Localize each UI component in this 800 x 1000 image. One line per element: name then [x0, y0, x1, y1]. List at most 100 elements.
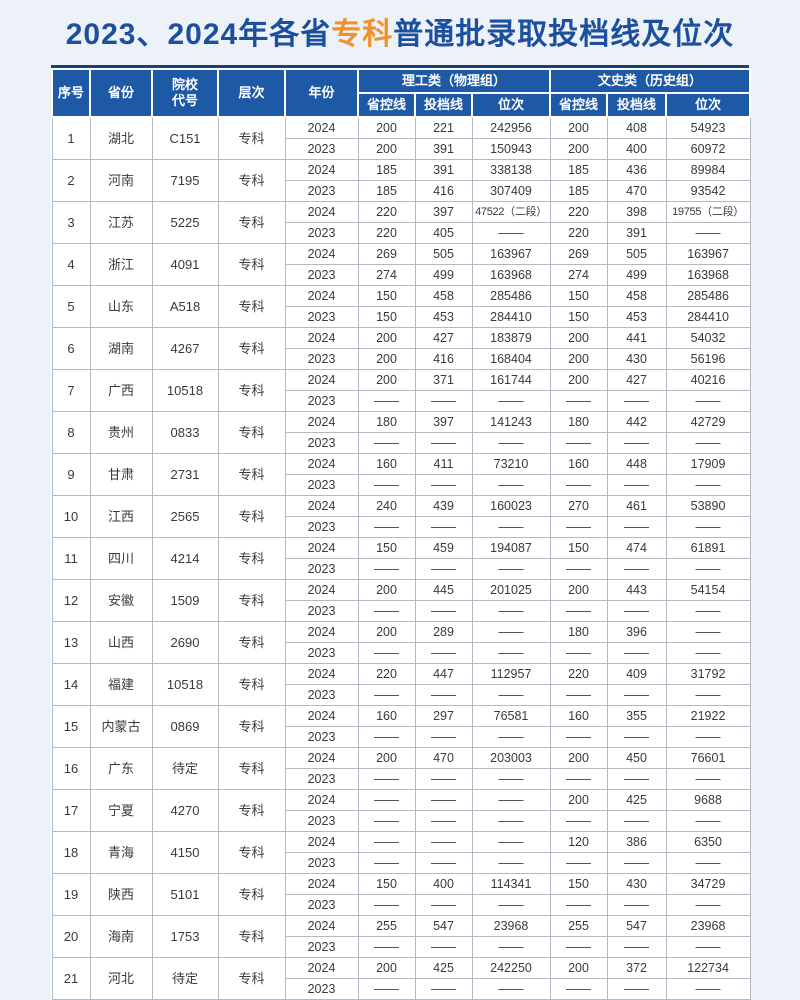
value-cell: —— — [665, 810, 751, 832]
header-sub-1-0: 省控线 — [549, 92, 609, 118]
seq-cell: 7 — [51, 369, 91, 412]
value-cell: 150 — [549, 285, 608, 307]
value-cell: 54923 — [665, 116, 751, 139]
value-cell: 163967 — [471, 243, 551, 265]
value-cell: 42729 — [665, 411, 751, 433]
value-cell: 200 — [357, 138, 416, 160]
value-cell: 285486 — [471, 285, 551, 307]
value-cell: 499 — [414, 264, 473, 286]
year-cell: 2023 — [284, 264, 359, 286]
header-code: 院校 代号 — [151, 68, 219, 118]
table-row: 14 福建 10518 专科 2024 220 447 112957 220 409 31792 — [51, 663, 751, 706]
value-cell: 270 — [549, 495, 608, 517]
level-cell: 专科 — [217, 201, 286, 244]
province-cell: 山东 — [89, 285, 153, 328]
value-cell: 150 — [549, 873, 608, 895]
header-sub-1-1: 投档线 — [606, 92, 668, 118]
value-cell: 163968 — [471, 264, 551, 286]
table-row: 10 江西 2565 专科 2024 240 439 160023 270 461 53890 — [51, 495, 751, 538]
table-row: 2023 —— —— —— —— —— —— — [52, 810, 751, 832]
header-province: 省份 — [89, 68, 153, 118]
value-cell: —— — [471, 894, 551, 916]
value-cell: —— — [549, 978, 608, 1000]
year-cell: 2024 — [284, 159, 359, 181]
value-cell: —— — [549, 600, 608, 622]
value-cell: —— — [471, 768, 551, 790]
code-cell: 4270 — [151, 789, 219, 832]
value-cell: —— — [357, 516, 416, 538]
value-cell: —— — [549, 390, 608, 412]
seq-cell: 13 — [51, 621, 91, 664]
code-cell: 2690 — [151, 621, 219, 664]
value-cell: 200 — [549, 789, 608, 811]
value-cell: 391 — [606, 222, 667, 244]
year-cell: 2023 — [284, 558, 359, 580]
value-cell: 61891 — [665, 537, 751, 559]
value-cell: 398 — [606, 201, 667, 223]
code-cell: 0833 — [151, 411, 219, 454]
value-cell: 150 — [357, 285, 416, 307]
value-cell: 284410 — [471, 306, 551, 328]
value-cell: —— — [549, 726, 608, 748]
value-cell: —— — [665, 432, 751, 454]
year-cell: 2023 — [284, 138, 359, 160]
value-cell: —— — [665, 516, 751, 538]
value-cell: —— — [606, 810, 667, 832]
value-cell: —— — [606, 684, 667, 706]
value-cell: —— — [665, 726, 751, 748]
value-cell: 255 — [549, 915, 608, 937]
value-cell: —— — [549, 810, 608, 832]
seq-cell: 19 — [51, 873, 91, 916]
year-cell: 2023 — [284, 306, 359, 328]
seq-cell: 14 — [51, 663, 91, 706]
value-cell: —— — [357, 894, 416, 916]
value-cell: 93542 — [665, 180, 751, 202]
level-cell: 专科 — [217, 116, 286, 160]
code-cell: 4150 — [151, 831, 219, 874]
code-cell: 1509 — [151, 579, 219, 622]
value-cell: —— — [414, 978, 473, 1000]
value-cell: 200 — [549, 327, 608, 349]
seq-cell: 4 — [51, 243, 91, 286]
province-cell: 浙江 — [89, 243, 153, 286]
value-cell: —— — [471, 516, 551, 538]
header-sub-1-2: 位次 — [665, 92, 752, 118]
value-cell: 120 — [549, 831, 608, 853]
year-cell: 2024 — [284, 957, 359, 979]
province-cell: 广西 — [89, 369, 153, 412]
value-cell: —— — [549, 516, 608, 538]
level-cell: 专科 — [217, 915, 286, 958]
value-cell: —— — [665, 621, 751, 643]
value-cell: —— — [414, 726, 473, 748]
value-cell: —— — [414, 684, 473, 706]
value-cell: —— — [549, 852, 608, 874]
value-cell: 200 — [357, 369, 416, 391]
table-row: 8 贵州 0833 专科 2024 180 397 141243 180 442 42729 — [51, 411, 751, 454]
code-cell: 5225 — [151, 201, 219, 244]
value-cell: 474 — [606, 537, 667, 559]
value-cell: 220 — [357, 201, 416, 223]
level-cell: 专科 — [217, 705, 286, 748]
value-cell: 371 — [414, 369, 473, 391]
value-cell: 60972 — [665, 138, 751, 160]
value-cell: 447 — [414, 663, 473, 685]
value-cell: 185 — [357, 159, 416, 181]
value-cell: —— — [357, 474, 416, 496]
value-cell: 200 — [357, 621, 416, 643]
value-cell: 141243 — [471, 411, 551, 433]
seq-cell: 11 — [51, 537, 91, 580]
value-cell: 499 — [606, 264, 667, 286]
value-cell: 242250 — [471, 957, 551, 979]
value-cell: —— — [357, 432, 416, 454]
table-row: 20 海南 1753 专科 2024 255 547 23968 255 547 23968 — [51, 915, 751, 958]
year-cell: 2023 — [284, 348, 359, 370]
value-cell: —— — [471, 432, 551, 454]
code-cell: C151 — [151, 116, 219, 160]
province-cell: 河北 — [89, 957, 153, 1000]
province-cell: 湖北 — [89, 116, 153, 160]
value-cell: 425 — [414, 957, 473, 979]
table-row: 2023 220 405 —— 220 391 —— — [52, 222, 751, 244]
value-cell: 200 — [357, 747, 416, 769]
value-cell: —— — [549, 936, 608, 958]
year-cell: 2024 — [284, 705, 359, 727]
